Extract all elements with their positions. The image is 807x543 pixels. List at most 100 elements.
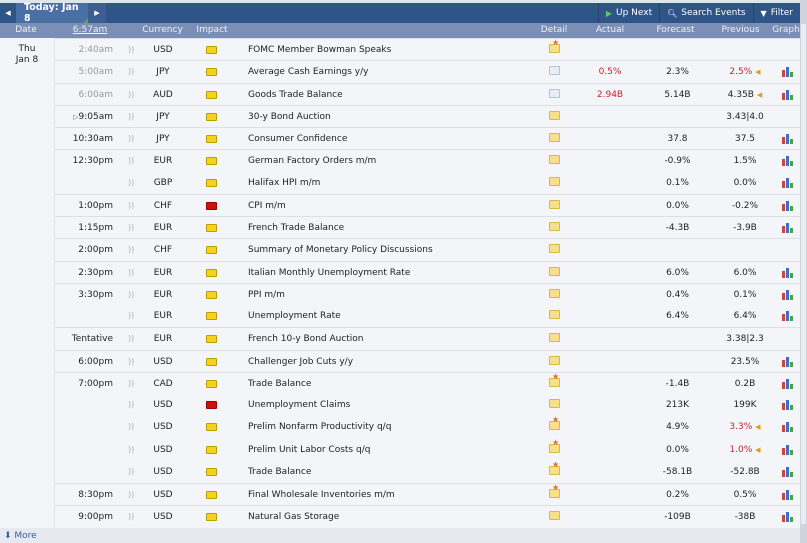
detail-folder-icon[interactable] (549, 88, 560, 98)
event-row[interactable]: 6:00pm)) USD Challenger Job Cuts y/y 23.5% (55, 349, 800, 372)
graph-icon[interactable] (782, 177, 794, 188)
alert-sound-icon[interactable]: )) (128, 400, 135, 409)
event-row[interactable]: 12:30pm)) EUR German Factory Orders m/m -0.… (55, 149, 800, 171)
graph-icon[interactable] (782, 89, 794, 100)
event-title[interactable]: French 10-y Bond Auction (248, 334, 364, 345)
detail-folder-icon[interactable] (549, 38, 560, 53)
detail-folder-icon[interactable] (549, 511, 560, 521)
graph-icon[interactable] (782, 512, 794, 523)
alert-sound-icon[interactable]: )) (128, 356, 135, 366)
event-title[interactable]: French Trade Balance (248, 223, 345, 233)
detail-folder-icon[interactable] (549, 133, 560, 142)
detail-folder-icon[interactable] (549, 438, 560, 453)
detail-folder-icon[interactable] (549, 310, 560, 319)
event-row[interactable]: 8:30pm)) USD Final Wholesale Inventories m… (55, 483, 800, 505)
alert-sound-icon[interactable]: )) (128, 444, 135, 454)
event-title[interactable]: PPI m/m (248, 289, 285, 300)
event-row[interactable]: 7:00pm)) CAD Trade Balance -1.4B 0.2B (55, 371, 800, 394)
detail-folder-icon[interactable] (549, 460, 560, 475)
graph-icon[interactable] (782, 223, 794, 233)
graph-icon[interactable] (782, 490, 794, 500)
graph-icon[interactable] (782, 156, 794, 167)
graph-icon[interactable] (782, 134, 794, 144)
alert-sound-icon[interactable]: )) (128, 245, 135, 255)
prev-day-button[interactable]: ◀ (5, 9, 11, 17)
graph-icon[interactable] (782, 444, 794, 455)
event-row[interactable]: 1:15pm)) EUR French Trade Balance -4.3B -3.9… (55, 216, 800, 238)
graph-icon[interactable] (782, 289, 794, 300)
detail-folder-icon[interactable] (549, 333, 560, 343)
event-title[interactable]: Challenger Job Cuts y/y (248, 356, 354, 367)
search-events-button[interactable]: 🔍︎ Search Events (659, 3, 752, 23)
alert-sound-icon[interactable]: )) (128, 67, 135, 77)
detail-folder-icon[interactable] (549, 66, 560, 76)
alert-sound-icon[interactable]: )) (128, 156, 135, 166)
event-row[interactable]: )) USD Prelim Nonfarm Productivity q/q 4.9%… (55, 415, 800, 438)
event-title[interactable]: Trade Balance (248, 378, 312, 389)
alert-sound-icon[interactable]: )) (128, 111, 135, 121)
alert-sound-icon[interactable]: )) (128, 177, 135, 187)
alert-sound-icon[interactable]: )) (128, 89, 135, 99)
detail-folder-icon[interactable] (549, 483, 560, 498)
event-title[interactable]: Average Cash Earnings y/y (248, 67, 369, 78)
event-row[interactable]: 2:40am)) USD FOMC Member Bowman Speaks (55, 38, 800, 60)
event-title[interactable]: Consumer Confidence (248, 134, 348, 144)
detail-folder-icon[interactable] (549, 399, 560, 408)
detail-folder-icon[interactable] (549, 222, 560, 231)
event-row[interactable]: 2:00pm)) CHF Summary of Monetary Policy Di… (55, 238, 800, 260)
event-title[interactable]: CPI m/m (248, 200, 286, 211)
detail-folder-icon[interactable] (549, 155, 560, 165)
event-title[interactable]: Trade Balance (248, 466, 312, 477)
graph-icon[interactable] (782, 400, 794, 410)
alert-sound-icon[interactable]: )) (128, 200, 135, 210)
event-title[interactable]: Unemployment Rate (248, 311, 341, 321)
event-row[interactable]: )) USD Unemployment Claims 213K 199K (55, 394, 800, 416)
graph-icon[interactable] (782, 67, 794, 78)
alert-sound-icon[interactable]: )) (128, 490, 135, 499)
scrollbar[interactable] (800, 0, 807, 543)
event-row[interactable]: 3:30pm)) EUR PPI m/m 0.4% 0.1% (55, 282, 800, 305)
alert-sound-icon[interactable]: )) (128, 466, 135, 476)
alert-sound-icon[interactable]: )) (128, 289, 135, 299)
event-title[interactable]: Final Wholesale Inventories m/m (248, 490, 395, 500)
event-row[interactable]: )) EUR Unemployment Rate 6.4% 6.4% (55, 305, 800, 327)
event-row[interactable]: 10:30am)) JPY Consumer Confidence 37.8 37.5 (55, 127, 800, 149)
event-row[interactable]: Tentative)) EUR French 10-y Bond Auction 3.… (55, 327, 800, 349)
event-row[interactable]: 2:30pm)) EUR Italian Monthly Unemployment … (55, 260, 800, 283)
event-row[interactable]: 9:00pm)) USD Natural Gas Storage -109B -38B (55, 505, 800, 527)
event-row[interactable]: ▷9:05am)) JPY 30-y Bond Auction 3.43|4.0 (55, 104, 800, 127)
alert-sound-icon[interactable]: )) (128, 512, 135, 522)
graph-icon[interactable] (782, 356, 794, 367)
graph-icon[interactable] (782, 200, 794, 211)
detail-folder-icon[interactable] (549, 266, 560, 276)
event-title[interactable]: Prelim Unit Labor Costs q/q (248, 444, 371, 455)
detail-folder-icon[interactable] (549, 244, 560, 254)
detail-folder-icon[interactable] (549, 110, 560, 120)
event-row[interactable]: )) USD Trade Balance -58.1B -52.8B (55, 460, 800, 483)
event-title[interactable]: German Factory Orders m/m (248, 156, 377, 167)
detail-folder-icon[interactable] (549, 415, 560, 431)
scrollbar-thumb[interactable] (801, 24, 806, 524)
header-current-time[interactable]: 6:57am (72, 25, 108, 35)
detail-folder-icon[interactable] (549, 355, 560, 365)
event-row[interactable]: )) USD Prelim Unit Labor Costs q/q 0.0% 1.0%… (55, 438, 800, 461)
graph-icon[interactable] (782, 267, 794, 278)
alert-sound-icon[interactable]: )) (128, 422, 135, 432)
graph-icon[interactable] (782, 311, 794, 321)
graph-icon[interactable] (782, 466, 794, 477)
alert-sound-icon[interactable]: )) (128, 134, 135, 143)
event-row[interactable]: 1:00pm)) CHF CPI m/m 0.0% -0.2% (55, 193, 800, 216)
alert-sound-icon[interactable]: )) (128, 267, 135, 277)
filter-button[interactable]: ▼ Filter (752, 3, 800, 23)
detail-folder-icon[interactable] (549, 176, 560, 186)
event-title[interactable]: Italian Monthly Unemployment Rate (248, 267, 411, 278)
up-next-button[interactable]: ▶ Up Next (597, 3, 659, 23)
alert-sound-icon[interactable]: )) (128, 378, 135, 388)
alert-sound-icon[interactable]: )) (128, 223, 135, 232)
event-title[interactable]: Goods Trade Balance (248, 89, 343, 100)
alert-sound-icon[interactable]: )) (128, 311, 135, 320)
event-title[interactable]: Summary of Monetary Policy Discussions (248, 245, 433, 256)
graph-icon[interactable] (782, 378, 794, 389)
event-row[interactable]: )) GBP Halifax HPI m/m 0.1% 0.0% (55, 172, 800, 194)
graph-icon[interactable] (782, 422, 794, 433)
